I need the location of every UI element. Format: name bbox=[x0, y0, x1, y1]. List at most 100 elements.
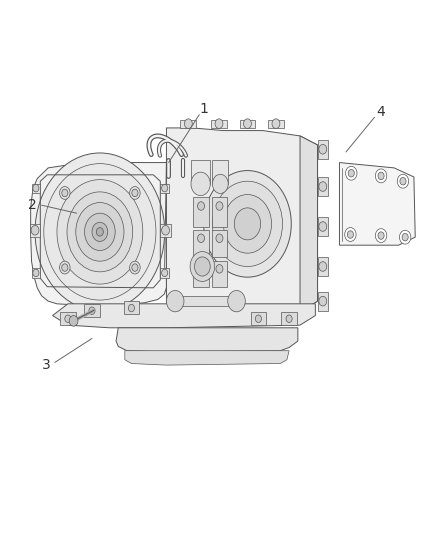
Circle shape bbox=[96, 228, 103, 236]
Circle shape bbox=[166, 290, 184, 312]
Polygon shape bbox=[318, 292, 328, 311]
Circle shape bbox=[228, 290, 245, 312]
Polygon shape bbox=[175, 296, 237, 306]
Circle shape bbox=[191, 172, 210, 196]
Circle shape bbox=[190, 252, 215, 281]
Polygon shape bbox=[180, 120, 196, 128]
Circle shape bbox=[319, 296, 327, 306]
Polygon shape bbox=[251, 312, 266, 325]
Polygon shape bbox=[268, 120, 284, 128]
Circle shape bbox=[397, 174, 409, 188]
Polygon shape bbox=[318, 177, 328, 196]
Circle shape bbox=[272, 119, 280, 128]
Polygon shape bbox=[281, 312, 297, 325]
Polygon shape bbox=[318, 217, 328, 236]
Circle shape bbox=[399, 230, 411, 244]
Polygon shape bbox=[32, 184, 40, 193]
Polygon shape bbox=[318, 257, 328, 276]
Polygon shape bbox=[160, 268, 169, 278]
Polygon shape bbox=[339, 163, 415, 245]
Circle shape bbox=[44, 164, 156, 300]
Circle shape bbox=[92, 222, 108, 241]
Polygon shape bbox=[30, 224, 40, 237]
Circle shape bbox=[35, 153, 165, 311]
Polygon shape bbox=[240, 120, 255, 128]
Circle shape bbox=[130, 187, 140, 199]
Circle shape bbox=[204, 171, 291, 277]
Circle shape bbox=[69, 316, 78, 326]
Polygon shape bbox=[318, 140, 328, 159]
Text: 1: 1 bbox=[199, 102, 208, 116]
Circle shape bbox=[212, 174, 228, 193]
Circle shape bbox=[347, 231, 353, 238]
Circle shape bbox=[244, 119, 251, 128]
Circle shape bbox=[130, 261, 140, 274]
Text: 2: 2 bbox=[28, 198, 37, 212]
Circle shape bbox=[184, 119, 192, 128]
Circle shape bbox=[57, 180, 143, 284]
Circle shape bbox=[132, 264, 138, 271]
Circle shape bbox=[286, 315, 292, 322]
Circle shape bbox=[346, 166, 357, 180]
Polygon shape bbox=[212, 197, 227, 227]
Circle shape bbox=[194, 257, 210, 276]
Circle shape bbox=[85, 213, 115, 251]
Circle shape bbox=[223, 195, 272, 253]
Circle shape bbox=[76, 203, 124, 261]
Circle shape bbox=[65, 315, 71, 322]
Circle shape bbox=[215, 119, 223, 128]
Polygon shape bbox=[160, 224, 171, 237]
Circle shape bbox=[378, 232, 384, 239]
Circle shape bbox=[60, 187, 70, 199]
Polygon shape bbox=[84, 304, 100, 317]
Polygon shape bbox=[125, 351, 289, 365]
Polygon shape bbox=[211, 120, 227, 128]
Polygon shape bbox=[116, 328, 298, 352]
Polygon shape bbox=[212, 261, 227, 287]
Circle shape bbox=[400, 177, 406, 185]
Circle shape bbox=[198, 201, 205, 211]
Polygon shape bbox=[60, 312, 76, 325]
Circle shape bbox=[162, 225, 170, 235]
Polygon shape bbox=[166, 128, 318, 317]
Circle shape bbox=[60, 261, 70, 274]
Polygon shape bbox=[193, 230, 209, 257]
Circle shape bbox=[216, 201, 223, 211]
Circle shape bbox=[345, 228, 356, 241]
Circle shape bbox=[212, 181, 283, 266]
Circle shape bbox=[216, 234, 223, 243]
Circle shape bbox=[198, 264, 205, 273]
Circle shape bbox=[62, 264, 68, 271]
Polygon shape bbox=[191, 160, 210, 184]
Circle shape bbox=[348, 169, 354, 177]
Circle shape bbox=[402, 233, 408, 241]
Polygon shape bbox=[124, 301, 139, 314]
Circle shape bbox=[375, 169, 387, 183]
Circle shape bbox=[89, 307, 95, 314]
Circle shape bbox=[255, 315, 261, 322]
Polygon shape bbox=[212, 230, 227, 257]
Circle shape bbox=[319, 182, 327, 191]
Circle shape bbox=[375, 229, 387, 243]
Circle shape bbox=[319, 144, 327, 154]
Polygon shape bbox=[53, 304, 315, 328]
Circle shape bbox=[67, 192, 133, 272]
Circle shape bbox=[162, 184, 168, 192]
Polygon shape bbox=[193, 197, 209, 227]
Polygon shape bbox=[160, 184, 169, 193]
Polygon shape bbox=[31, 163, 166, 305]
Circle shape bbox=[378, 172, 384, 180]
Circle shape bbox=[198, 234, 205, 243]
Circle shape bbox=[319, 262, 327, 271]
Circle shape bbox=[216, 264, 223, 273]
Circle shape bbox=[162, 269, 168, 277]
Polygon shape bbox=[32, 268, 40, 278]
Polygon shape bbox=[212, 160, 228, 184]
Circle shape bbox=[33, 184, 39, 192]
Circle shape bbox=[132, 189, 138, 197]
Polygon shape bbox=[193, 261, 209, 287]
Text: 4: 4 bbox=[377, 105, 385, 119]
Text: 3: 3 bbox=[42, 358, 50, 372]
Circle shape bbox=[234, 208, 261, 240]
Circle shape bbox=[31, 225, 39, 235]
